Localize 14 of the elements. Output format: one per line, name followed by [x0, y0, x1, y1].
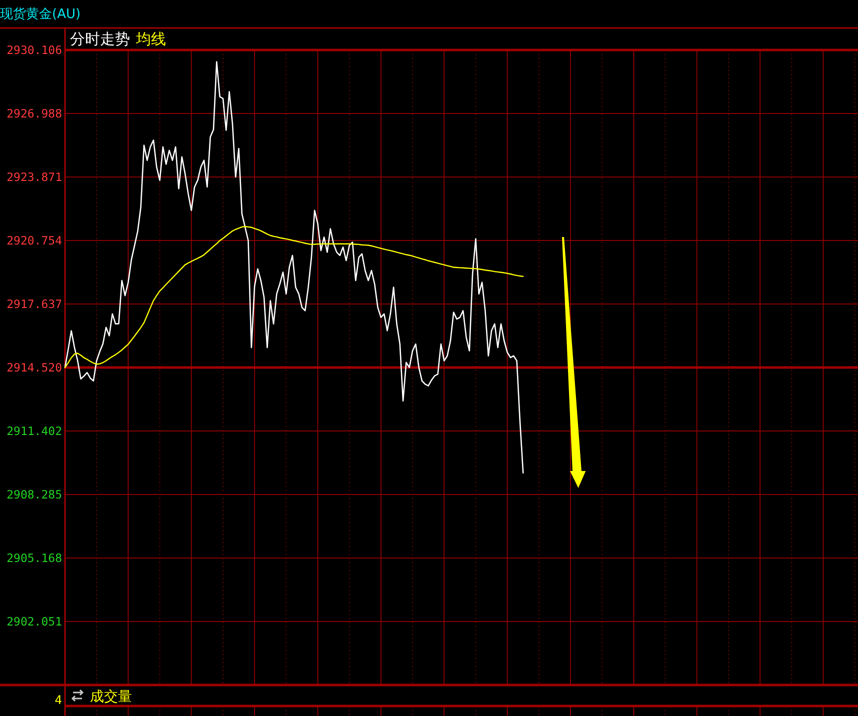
legend: 分时走势 均线 — [70, 30, 166, 48]
y-tick-label: 2930.106 — [6, 43, 62, 57]
text: 成交量 — [90, 689, 132, 705]
y-tick-label: 2914.520 — [6, 360, 62, 374]
text: 4 — [54, 693, 62, 707]
y-tick-label: 2902.051 — [6, 614, 62, 629]
y-tick-label: 2908.285 — [6, 488, 62, 502]
y-tick-label: 2920.754 — [6, 234, 62, 248]
y-tick-label: 2905.168 — [6, 551, 62, 566]
y-tick-label: 2923.871 — [6, 170, 62, 184]
y-tick-label: 2917.637 — [6, 297, 62, 312]
chart-title: 现货黄金(AU) — [0, 7, 81, 22]
y-tick-label: 2911.402 — [6, 424, 62, 438]
y-tick-label: 2926.988 — [6, 106, 62, 121]
